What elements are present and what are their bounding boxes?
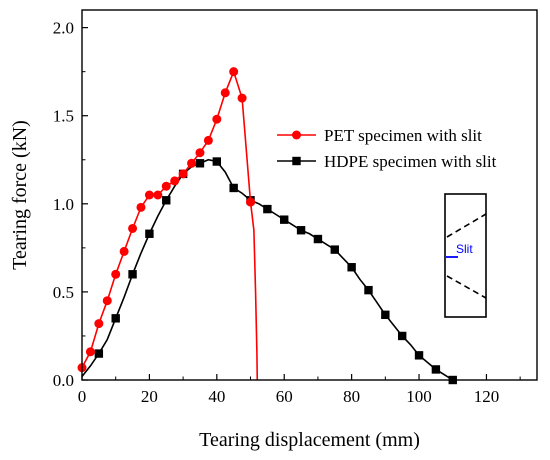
pet-data-point <box>170 176 180 186</box>
pet-data-point <box>178 169 188 179</box>
pet-data-point <box>153 190 163 200</box>
pet-data-point <box>136 202 146 212</box>
x-tick-label: 80 <box>343 387 360 406</box>
upper-tear-path <box>446 213 487 238</box>
axes: 0 20 40 60 80 100 120 0.0 0.5 1.0 1.5 2.0 <box>53 9 538 406</box>
hdpe-data-point <box>431 365 441 374</box>
pet-data-point <box>195 148 205 158</box>
pet-data-point <box>203 135 213 145</box>
pet-data-point <box>119 246 129 256</box>
pet-legend-marker <box>292 130 301 140</box>
pet-data-point <box>187 158 197 168</box>
pet-data-point <box>128 223 138 233</box>
hdpe-data-point <box>397 331 407 341</box>
x-tick-label: 100 <box>406 387 432 406</box>
plot-frame <box>81 9 538 381</box>
hdpe-data-point <box>195 159 205 168</box>
pet-data-point <box>94 319 104 329</box>
x-tick-label: 20 <box>141 387 158 406</box>
y-tick-label: 0.0 <box>53 371 74 390</box>
y-tick-label: 0.5 <box>53 283 74 302</box>
hdpe-data-point <box>94 349 104 358</box>
pet-data-point <box>111 269 121 279</box>
lower-tear-path <box>446 275 487 299</box>
hdpe-data-point <box>364 285 373 295</box>
hdpe-data-point <box>296 226 306 235</box>
hdpe-legend-marker <box>292 156 301 166</box>
legend: PET specimen with slit HDPE specimen with… <box>277 126 497 171</box>
pet-data-point <box>246 197 256 207</box>
hdpe-data-point <box>145 229 154 238</box>
y-tick-label: 1.0 <box>53 195 74 214</box>
hdpe-data-point <box>330 245 339 254</box>
hdpe-data-point <box>280 215 289 224</box>
x-tick-label: 0 <box>78 387 87 406</box>
y-axis-title: Tearing force (kN) <box>9 120 31 270</box>
hdpe-data-point <box>414 351 424 360</box>
x-axis-title: Tearing displacement (mm) <box>199 429 420 451</box>
inset-specimen-diagram: Slit <box>444 193 487 318</box>
hdpe-data-point <box>128 270 137 279</box>
x-tick-label: 120 <box>474 387 500 406</box>
pet-data-point <box>144 190 154 200</box>
specimen-outline <box>444 193 487 318</box>
pet-data-point <box>212 114 222 124</box>
pet-data-point <box>161 181 171 191</box>
hdpe-series-line <box>81 158 454 381</box>
hdpe-data-point <box>229 183 238 193</box>
hdpe-data-point <box>313 234 323 244</box>
hdpe-data-point <box>162 196 171 205</box>
x-tick-label: 60 <box>276 387 293 406</box>
y-tick-label: 1.5 <box>53 107 74 126</box>
pet-data-point <box>102 296 112 306</box>
hdpe-data-point <box>212 157 222 166</box>
plot-area <box>77 67 457 385</box>
pet-data-point <box>220 88 230 98</box>
slit-label: Slit <box>456 242 473 256</box>
pet-series-line <box>81 69 259 381</box>
hdpe-data-point <box>381 310 390 320</box>
pet-data-point <box>237 93 247 103</box>
pet-legend-label: PET specimen with slit <box>324 126 482 145</box>
hdpe-data-point <box>263 204 272 214</box>
hdpe-data-point <box>111 314 120 323</box>
pet-data-point <box>229 67 239 77</box>
y-tick-label: 2.0 <box>53 19 74 38</box>
pet-data-point <box>85 347 95 357</box>
hdpe-data-point <box>347 263 356 272</box>
hdpe-legend-label: HDPE specimen with slit <box>324 152 497 171</box>
x-tick-label: 40 <box>208 387 225 406</box>
